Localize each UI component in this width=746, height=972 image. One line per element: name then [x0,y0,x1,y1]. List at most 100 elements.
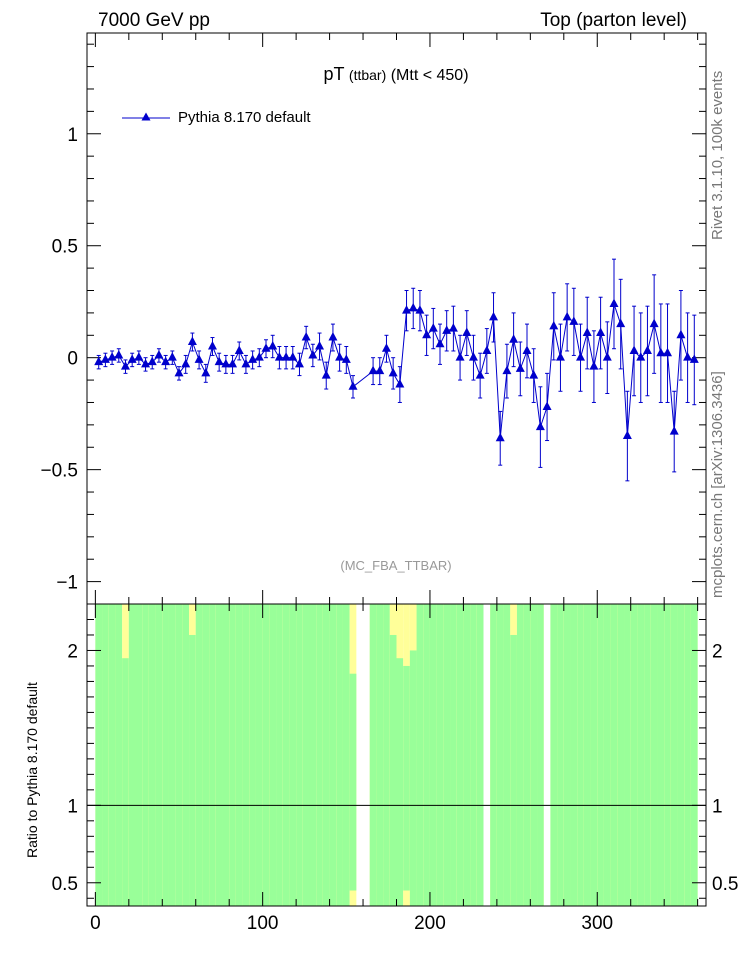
plot-title: pT (ttbar) (Mtt < 450) [323,64,468,84]
data-point-marker [515,363,525,372]
ratio-band-inner [115,604,123,906]
ratio-band-inner [168,604,176,906]
ratio-band-inner [128,604,136,906]
data-point-marker [274,352,284,361]
data-point-marker [636,352,646,361]
ratio-band-inner [637,604,645,906]
data-point-marker [535,421,545,431]
data-point-marker [408,302,418,312]
ratio-band-inner [503,604,511,906]
ratio-band-inner [102,604,109,906]
data-point-marker [676,329,686,339]
ratio-band-inner [630,604,638,906]
main-y-tick-label: 0.5 [52,237,78,258]
data-point-marker [107,352,117,361]
data-point-marker [683,352,693,361]
side-label-mcplots: mcplots.cern.ch [arXiv:1306.3436] [709,371,726,598]
data-point-marker [689,354,699,363]
ratio-band-inner [369,604,377,906]
ratio-y-axis: 0.5 0.5 1 1 2 2 [52,618,738,899]
data-point-marker [462,327,472,337]
main-plot-panel: −1 −0.5 0 0.5 1 pT (ttbar) (Mtt < 450) Pythi… [40,32,707,605]
data-point-marker [375,365,385,375]
side-label-rivet: Rivet 3.1.10, 100k events [709,71,726,240]
data-point-marker [555,352,565,361]
ratio-band-inner [342,604,350,906]
ratio-band-inner [255,604,263,906]
data-point-marker [435,338,445,348]
ratio-y-tick-label: 2 [67,641,78,662]
ratio-band-inner [597,604,604,906]
data-point-marker [482,345,492,354]
ratio-band-inner [450,604,457,906]
data-point-marker [468,352,478,361]
ratio-band-inner [215,604,223,906]
data-point-marker [542,401,552,410]
ratio-band-inner [463,604,471,906]
data-point-marker [642,345,652,354]
ratio-band-inner [148,604,156,906]
header-process-label: Top (parton level) [540,10,687,31]
data-point-marker [402,305,412,314]
data-point-marker [522,345,532,354]
ratio-band-inner [242,604,250,906]
ratio-band-inner [276,604,283,906]
main-y-axis: −1 −0.5 0 0.5 1 [40,33,706,605]
data-point-marker [194,354,204,363]
ratio-band-inner [583,604,591,906]
ratio-band-inner [302,604,310,906]
ratio-band-inner [249,604,256,906]
data-point-marker [656,347,666,357]
ratio-band-inner [550,604,558,906]
legend-label: Pythia 8.170 default [178,109,311,126]
data-point-marker [388,367,398,377]
ratio-band-inner [516,604,524,906]
data-point-marker [502,365,512,375]
ratio-band-inner [443,604,451,906]
ratio-band-inner [296,604,303,906]
ratio-band-inner [456,604,464,906]
ratio-bands [95,604,698,906]
ratio-band-inner [416,604,424,906]
data-point-marker [100,354,110,363]
data-point-marker [214,356,224,366]
data-point-marker [254,352,264,361]
plot-title-sub: (ttbar) [349,67,386,83]
legend-marker-icon [141,112,151,121]
data-point-marker [589,361,599,370]
ratio-band-inner [162,604,169,906]
data-point-marker [622,430,632,440]
ratio-band-inner [383,604,390,906]
series-line [98,303,695,439]
ratio-plot-frame [86,603,707,907]
data-point-marker [348,381,358,390]
ratio-band-inner [135,604,143,906]
data-point-marker [582,327,592,337]
data-point-marker [616,318,626,328]
x-tick-label: 300 [581,913,613,934]
plot-title-cut: (Mtt < 450) [391,67,469,84]
data-point-marker [308,349,318,359]
data-point-marker [475,370,485,379]
ratio-plot-panel: 0.5 0.5 1 1 2 2 0 100 200 300 Ratio to Pythia 8.… [24,603,738,934]
ratio-band-inner [429,604,437,906]
ratio-band-inner [617,604,625,906]
data-point-marker [234,345,244,354]
ratio-y-tick-label-right: 2 [712,641,723,662]
ratio-band-inner [262,604,270,906]
ratio-band-inner [577,604,584,906]
data-point-marker [201,367,211,377]
ratio-band-inner [436,604,444,906]
ratio-band-inner [202,604,210,906]
data-point-marker [228,358,238,368]
ratio-band-inner [108,604,116,906]
data-point-marker [649,318,659,328]
data-point-marker [489,311,499,321]
data-point-marker [509,334,519,343]
ratio-band-inner [523,604,531,906]
ratio-band-inner [590,604,598,906]
main-y-tick-label: −1 [56,573,78,594]
data-point-marker [602,352,612,361]
ratio-band-inner [189,634,196,906]
ratio-band-inner [235,604,243,906]
